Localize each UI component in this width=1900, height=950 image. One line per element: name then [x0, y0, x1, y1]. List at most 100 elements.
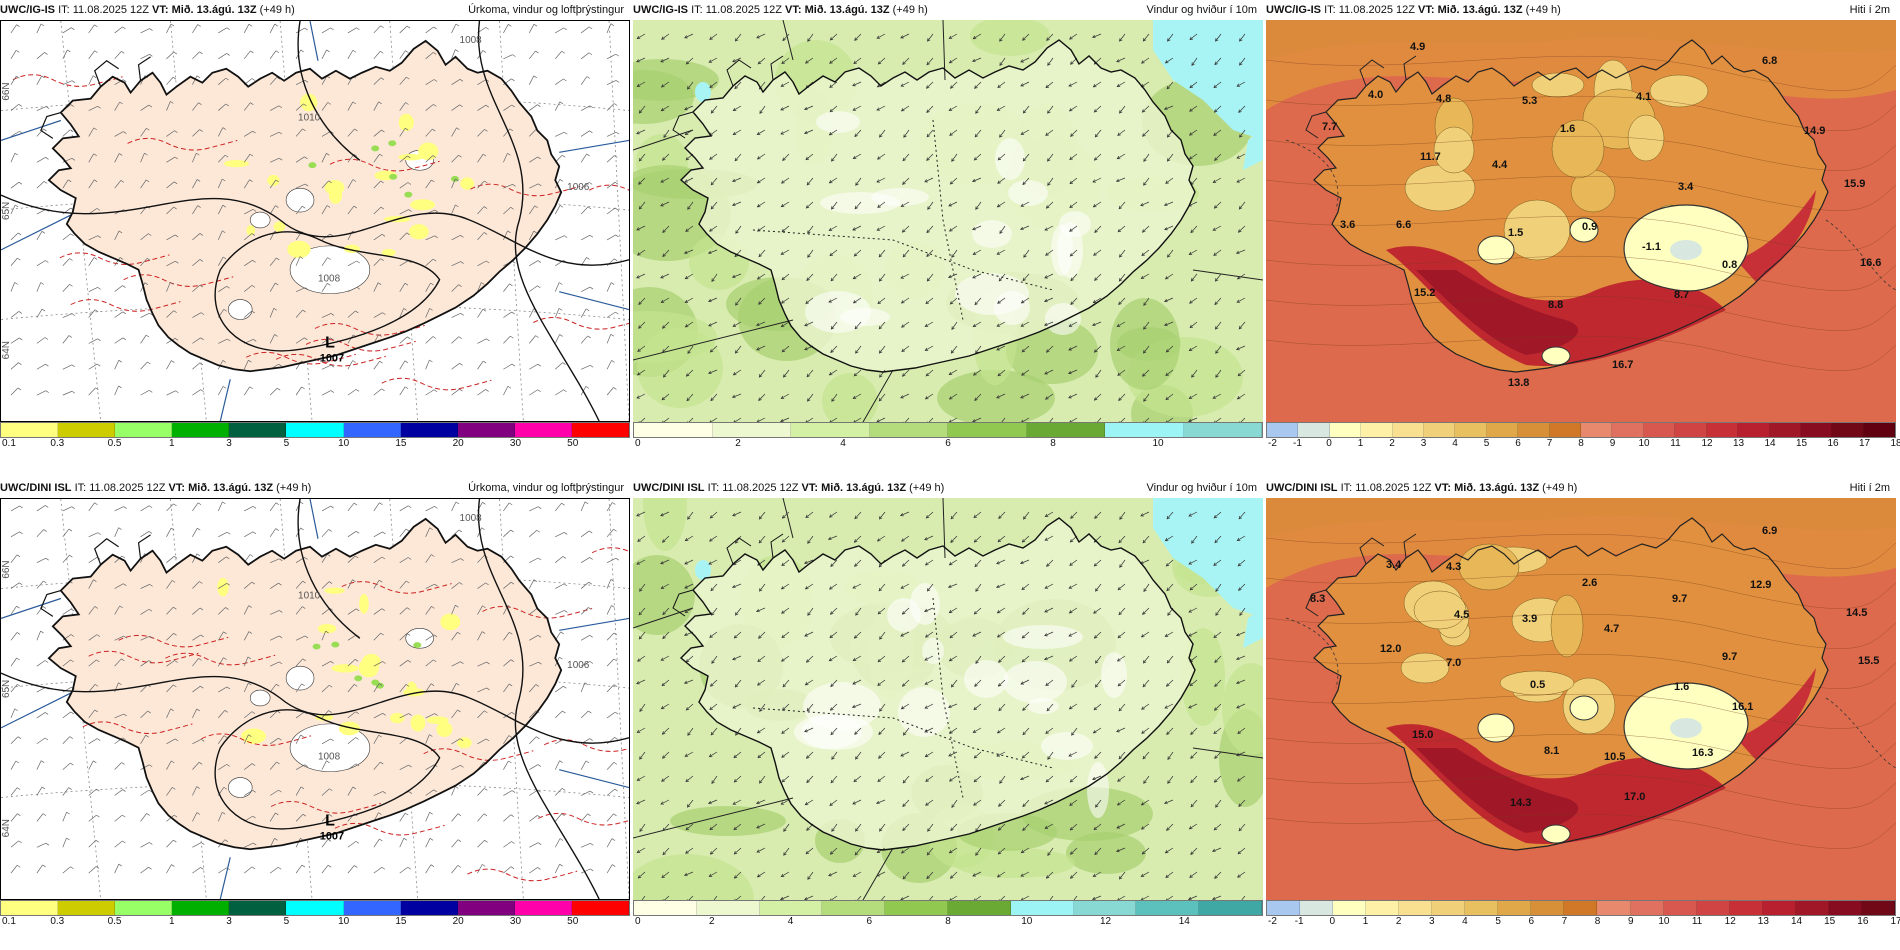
wind-barb: [166, 360, 172, 370]
wind-barb-flag: [482, 360, 487, 364]
wind-arrowhead: [878, 516, 883, 520]
wind-barb-flag: [381, 556, 386, 560]
wind-arrow: [662, 225, 670, 233]
wind-arrow: [927, 201, 934, 210]
wind-arrowhead: [1237, 372, 1242, 377]
wind-arrow: [1045, 679, 1054, 686]
wind-arrowhead: [1070, 301, 1074, 306]
wind-arrowhead: [807, 38, 811, 42]
wind-arrowhead: [781, 60, 785, 65]
wind-barb-flag: [382, 661, 386, 664]
wind-arrow: [1189, 823, 1198, 830]
wind-barb-flag: [96, 659, 100, 663]
wind-arrow: [685, 775, 694, 782]
wind-barb: [425, 713, 435, 719]
wind-barb-flag: [508, 735, 513, 738]
wind-arrow: [925, 631, 934, 638]
wind-barb-flag: [355, 763, 360, 767]
wind-barb: [321, 608, 331, 615]
wind-barb: [62, 528, 70, 538]
wind-arrow: [757, 201, 766, 208]
wind-barb-flag: [431, 554, 435, 557]
wind-arrowhead: [996, 874, 1001, 878]
wind-barb-flag: [457, 709, 461, 713]
wind-map-svg: [633, 498, 1263, 900]
wind-arrowhead: [829, 802, 833, 806]
wind-barb-flag: [201, 739, 205, 742]
colorbar-segment: [1861, 901, 1895, 915]
wind-barb-flag: [588, 26, 593, 30]
wind-barb-flag: [537, 815, 541, 818]
wind-arrow: [1143, 655, 1150, 664]
wind-arrowhead: [1092, 84, 1097, 88]
wind-barb-flag: [196, 812, 201, 815]
highland-cool-area: [1627, 114, 1665, 162]
wind-arrow: [1092, 321, 1102, 326]
wind-arrow: [900, 273, 910, 279]
wind-barb-flag: [329, 233, 334, 237]
wind-arrow: [877, 679, 886, 686]
wind-barb: [88, 75, 94, 85]
wind-arrow: [877, 81, 886, 88]
wind-arrowhead: [1020, 323, 1025, 327]
wind-arrowhead: [780, 203, 785, 208]
wind-barb: [88, 105, 98, 111]
wind-arrowhead: [662, 420, 664, 422]
wind-barb: [218, 285, 227, 292]
wind-barb-flag: [612, 864, 616, 867]
wind-barb: [373, 258, 381, 267]
wind-barb-flag: [563, 78, 567, 82]
precip-patch: [223, 160, 250, 168]
wind-arrow: [949, 631, 958, 639]
wind-arrow: [1068, 81, 1078, 87]
wind-arrow: [782, 511, 790, 519]
wind-barb-flag: [380, 206, 385, 210]
wind-arrowhead: [636, 681, 640, 685]
wind-barb-flag: [144, 282, 149, 285]
wind-arrowhead: [950, 515, 955, 520]
wind-arrow: [756, 847, 766, 853]
wind-barb: [451, 313, 461, 318]
wind-barb-flag: [482, 50, 487, 53]
glacier: [1569, 217, 1599, 243]
wind-arrowhead: [1093, 610, 1097, 614]
wind-barb-flag: [589, 182, 593, 185]
wind-barb-flag: [200, 685, 204, 689]
wind-barb: [425, 838, 431, 848]
wind-arrow: [974, 679, 982, 687]
warm-lowland: [1416, 270, 1579, 355]
precip-patch: [273, 221, 286, 232]
wind-arrowhead: [924, 608, 928, 613]
wind-arrow: [1117, 81, 1126, 87]
wind-arrowhead: [1164, 227, 1168, 231]
wind-barb: [243, 153, 251, 163]
wind-barb: [36, 209, 46, 215]
wind-arrow: [1022, 799, 1030, 807]
wind-arrow: [732, 321, 742, 327]
wind-arrowhead: [805, 850, 810, 855]
colorbar-segment: [634, 901, 697, 915]
wind-barb-flag: [457, 631, 461, 635]
calm-area: [801, 714, 873, 750]
glacier: [1541, 346, 1571, 366]
wind-barb: [10, 582, 20, 589]
wind-arrowhead: [708, 323, 712, 327]
wind-barb-flag: [174, 130, 178, 133]
colorbar-tick-label: -1: [1294, 916, 1304, 927]
wind-arrowhead: [852, 681, 856, 685]
wind-barb: [580, 286, 591, 292]
wind-barb: [529, 635, 539, 641]
wind-barb-flag: [326, 205, 331, 208]
wind-barb-flag: [564, 610, 568, 613]
wind-arrow: [973, 369, 982, 376]
wind-barb: [347, 634, 357, 641]
wind-arrow: [925, 297, 934, 304]
glacier: [1569, 695, 1599, 721]
wind-barb-flag: [96, 814, 100, 818]
wind-barb: [399, 838, 405, 848]
wind-barb: [451, 79, 461, 85]
wind-arrowhead: [1236, 656, 1240, 661]
wind-arrowhead: [854, 37, 858, 41]
temperature-label: 9.7: [1672, 593, 1687, 605]
wind-barb-flag: [196, 75, 201, 79]
